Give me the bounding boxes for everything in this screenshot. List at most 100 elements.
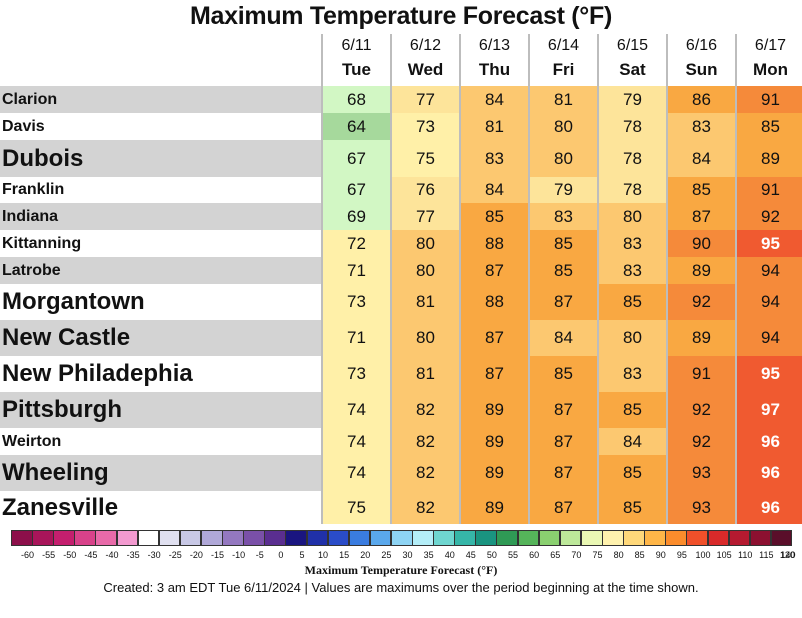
city-label: Dubois	[2, 144, 84, 172]
temp-cell: 68	[322, 86, 391, 113]
column-separator	[459, 34, 461, 524]
temp-cell: 81	[529, 86, 598, 113]
column-day: Wed	[407, 60, 444, 79]
footer: Created: 3 am EDT Tue 6/11/2024 | Values…	[0, 580, 802, 595]
column-separator	[666, 34, 668, 524]
colorbar-segment	[538, 530, 561, 546]
temp-cell: 89	[460, 428, 529, 455]
chart-title: Maximum Temperature Forecast (°F)	[190, 2, 612, 30]
city-label: Latrobe	[2, 261, 61, 279]
column-separator	[735, 34, 737, 524]
temp-cell: 77	[391, 203, 460, 230]
temp-cell: 96	[736, 428, 802, 455]
column-day: Sun	[685, 60, 718, 79]
colorbar-tick-label: 45	[465, 550, 476, 560]
colorbar-tick-label: -55	[42, 550, 56, 560]
colorbar-tick-label: 20	[360, 550, 371, 560]
temp-cell: 83	[598, 257, 667, 284]
temp-cell: 87	[460, 356, 529, 392]
temp-cell: 80	[529, 113, 598, 140]
city-label: Pittsburgh	[2, 396, 122, 423]
temp-cell: 85	[460, 203, 529, 230]
column-header: 6/16 Sun	[667, 34, 736, 82]
temp-cell: 89	[460, 491, 529, 524]
row-background	[0, 113, 322, 140]
temp-cell: 85	[598, 284, 667, 320]
column-header: 6/14 Fri	[529, 34, 598, 82]
colorbar-tick-label: -60	[21, 550, 35, 560]
temp-cell: 85	[598, 455, 667, 491]
created-text: Created: 3 am EDT Tue 6/11/2024	[103, 580, 301, 595]
temp-cell: 80	[598, 203, 667, 230]
temp-cell: 87	[460, 320, 529, 356]
column-day: Tue	[342, 60, 371, 79]
colorbar-tick-label: 140	[780, 550, 796, 560]
row-background	[0, 86, 322, 113]
colorbar-segment	[686, 530, 709, 546]
colorbar-segment	[749, 530, 772, 546]
temp-cell: 73	[322, 284, 391, 320]
colorbar-segment	[580, 530, 603, 546]
temp-cell: 83	[529, 203, 598, 230]
temp-cell: 83	[598, 356, 667, 392]
temp-cell: 87	[529, 284, 598, 320]
colorbar-tick-label: -45	[84, 550, 98, 560]
temp-cell: 71	[322, 320, 391, 356]
temp-cell: 71	[322, 257, 391, 284]
colorbar-segment	[243, 530, 265, 546]
colorbar-tick-label: 80	[613, 550, 624, 560]
colorbar-tick-label: 25	[381, 550, 392, 560]
colorbar-tick-label: -50	[63, 550, 77, 560]
column-date: 6/17	[754, 37, 787, 54]
colorbar-tick-label: -10	[232, 550, 246, 560]
temp-cell: 87	[529, 392, 598, 428]
temp-cell: 67	[322, 177, 391, 203]
temp-cell: 80	[598, 320, 667, 356]
row-background	[0, 320, 322, 356]
temp-cell: 90	[667, 230, 736, 257]
temp-cell: 91	[736, 177, 802, 203]
temp-cell: 93	[667, 491, 736, 524]
colorbar-segment	[454, 530, 476, 546]
colorbar-segment	[496, 530, 519, 546]
colorbar-segment	[412, 530, 434, 546]
temp-cell: 82	[391, 392, 460, 428]
temp-cell: 84	[460, 86, 529, 113]
colorbar-segment	[74, 530, 96, 546]
temp-cell: 94	[736, 257, 802, 284]
temp-cell: 79	[529, 177, 598, 203]
column-separator	[597, 34, 599, 524]
temp-cell: 84	[529, 320, 598, 356]
row-background	[0, 455, 322, 491]
column-separator	[528, 34, 530, 524]
temp-cell: 89	[460, 455, 529, 491]
colorbar-segment	[770, 530, 793, 546]
temp-cell: 85	[529, 356, 598, 392]
temp-cell: 81	[391, 284, 460, 320]
city-label: Morgantown	[2, 288, 145, 315]
temp-cell: 75	[391, 140, 460, 177]
colorbar-segment	[32, 530, 54, 546]
row-background	[0, 257, 322, 284]
colorbar-segment	[137, 530, 160, 546]
temp-cell: 83	[667, 113, 736, 140]
column-separator	[321, 34, 323, 524]
row-background	[0, 140, 322, 177]
city-label: Weirton	[2, 432, 62, 450]
column-day: Fri	[552, 60, 575, 79]
column-date: 6/13	[478, 37, 511, 54]
temp-cell: 72	[322, 230, 391, 257]
colorbar-tick-label: -40	[105, 550, 119, 560]
temp-cell: 94	[736, 284, 802, 320]
temp-cell: 84	[667, 140, 736, 177]
column-header: 6/17 Mon	[736, 34, 802, 82]
temp-cell: 64	[322, 113, 391, 140]
colorbar-segment	[390, 530, 413, 546]
temp-cell: 92	[667, 284, 736, 320]
row-background	[0, 392, 322, 428]
colorbar-segment	[369, 530, 392, 546]
temp-cell: 89	[460, 392, 529, 428]
colorbar-tick-label: 100	[695, 550, 711, 560]
colorbar-tick-label: 70	[571, 550, 582, 560]
colorbar-tick-label: -20	[189, 550, 203, 560]
